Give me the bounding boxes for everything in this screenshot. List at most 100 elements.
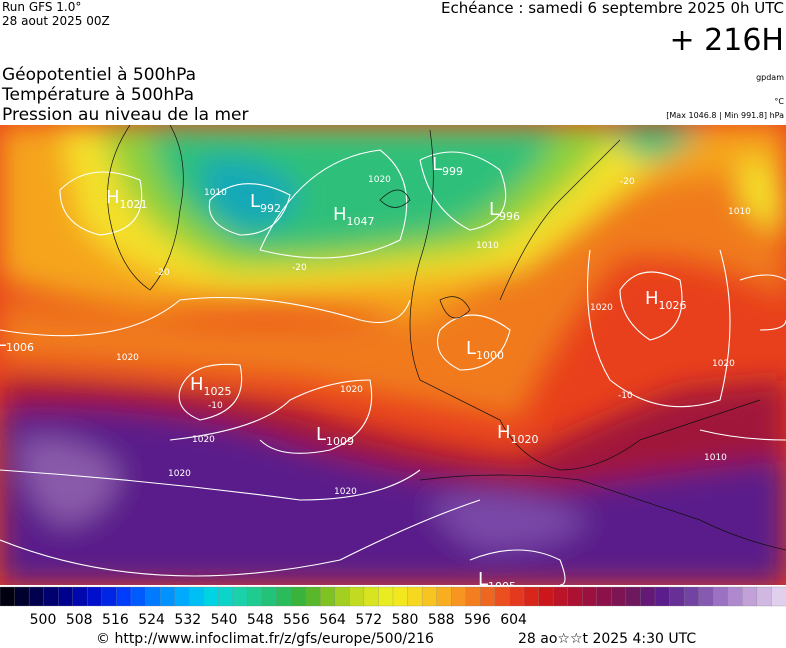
- color-swatch: [582, 586, 598, 607]
- color-swatch: [349, 586, 365, 607]
- color-swatch: [509, 586, 525, 607]
- color-swatch: [683, 586, 700, 607]
- center-letter: H: [497, 422, 511, 443]
- unit-label: [Max 1046.8 | Min 991.8] hPa: [666, 111, 784, 120]
- color-swatch: [625, 586, 642, 607]
- color-swatch: [174, 586, 190, 607]
- color-swatch: [538, 586, 554, 607]
- scale-label: 532: [174, 612, 201, 628]
- color-swatch: [392, 586, 409, 607]
- color-swatch: [669, 586, 685, 607]
- coastlines: [107, 125, 786, 551]
- pressure-center: L1006: [0, 330, 34, 354]
- color-swatch: [421, 586, 438, 607]
- echeance: Echéance : samedi 6 septembre 2025 0h UT…: [441, 0, 784, 17]
- color-swatch: [247, 586, 263, 607]
- center-letter: L: [466, 338, 476, 359]
- color-swatch: [101, 586, 118, 607]
- pressure-center: L999: [432, 154, 463, 178]
- center-value: 1006: [6, 341, 34, 354]
- center-letter: L: [0, 330, 6, 351]
- center-letter: L: [489, 199, 499, 220]
- center-letter: L: [250, 191, 260, 212]
- center-letter: L: [432, 154, 442, 175]
- center-value: 1020: [511, 433, 539, 446]
- color-swatch: [654, 586, 671, 607]
- color-swatch: [698, 586, 714, 607]
- field-title: Géopotentiel à 500hPa: [2, 65, 196, 85]
- pressure-center: L996: [489, 199, 520, 223]
- contour-label: -20: [155, 268, 170, 278]
- color-swatch: [771, 586, 786, 607]
- color-swatch: [334, 586, 350, 607]
- field-title: Température à 500hPa: [1, 85, 194, 105]
- contour-label: 1020: [116, 353, 139, 363]
- scale-label: 556: [283, 612, 310, 628]
- contour-label: -20: [620, 177, 635, 187]
- scale-label: 500: [30, 612, 57, 628]
- center-letter: H: [645, 288, 659, 309]
- contour-label: 1010: [728, 207, 751, 217]
- center-value: 999: [442, 165, 463, 178]
- source-url: © http://www.infoclimat.fr/z/gfs/europe/…: [96, 631, 434, 647]
- color-swatch: [232, 586, 249, 607]
- scale-label: 572: [355, 612, 382, 628]
- scale-label: 596: [464, 612, 491, 628]
- map-field: [0, 125, 786, 585]
- color-swatch: [320, 586, 336, 607]
- color-swatch: [203, 586, 219, 607]
- contour-label: 1020: [712, 359, 735, 369]
- color-swatch: [116, 586, 132, 607]
- pressure-center: H1021: [106, 187, 148, 211]
- color-swatch: [290, 586, 307, 607]
- contour-label: 1020: [368, 175, 391, 185]
- color-swatch: [611, 586, 627, 607]
- run-date: 28 aout 2025 00Z: [2, 14, 110, 28]
- pressure-center: H1047: [333, 204, 375, 228]
- color-swatch: [742, 586, 758, 607]
- center-value: 1026: [659, 299, 687, 312]
- contour-label: 1020: [192, 435, 215, 445]
- unit-label: gpdam: [756, 73, 784, 82]
- contour-label: 1010: [704, 453, 727, 463]
- color-swatch: [159, 586, 176, 607]
- center-value: 996: [499, 210, 520, 223]
- contour-label: 1020: [340, 385, 363, 395]
- color-swatch: [378, 586, 394, 607]
- color-swatch: [523, 586, 540, 607]
- color-swatch: [480, 586, 496, 607]
- lead-time: + 216H: [670, 23, 785, 58]
- color-swatch: [436, 586, 452, 607]
- color-swatch: [494, 586, 511, 607]
- center-value: 992: [260, 202, 281, 215]
- center-value: 1009: [326, 435, 354, 448]
- contour-label: 1010: [204, 188, 227, 198]
- color-swatch: [145, 586, 161, 607]
- color-swatch: [727, 586, 743, 607]
- color-swatch: [756, 586, 773, 607]
- color-swatch: [72, 586, 88, 607]
- scale-label: 516: [102, 612, 129, 628]
- color-swatch: [713, 586, 729, 607]
- color-swatch: [596, 586, 612, 607]
- scale-label: 540: [211, 612, 238, 628]
- center-value: 1021: [120, 198, 148, 211]
- scale-label: 524: [138, 612, 165, 628]
- color-swatch: [465, 586, 481, 607]
- center-letter: L: [478, 569, 488, 590]
- center-value: 1047: [347, 215, 375, 228]
- color-swatch: [130, 586, 147, 607]
- isobars: [0, 149, 786, 585]
- color-swatch: [276, 586, 292, 607]
- color-swatch: [567, 586, 583, 607]
- scale-label: 604: [500, 612, 527, 628]
- center-letter: H: [333, 204, 347, 225]
- color-swatch: [43, 586, 59, 607]
- color-swatch: [189, 586, 205, 607]
- color-swatch: [552, 586, 569, 607]
- color-swatch: [87, 586, 103, 607]
- pressure-center: H1025: [190, 374, 232, 398]
- color-swatch: [451, 586, 467, 607]
- color-swatch: [14, 586, 30, 607]
